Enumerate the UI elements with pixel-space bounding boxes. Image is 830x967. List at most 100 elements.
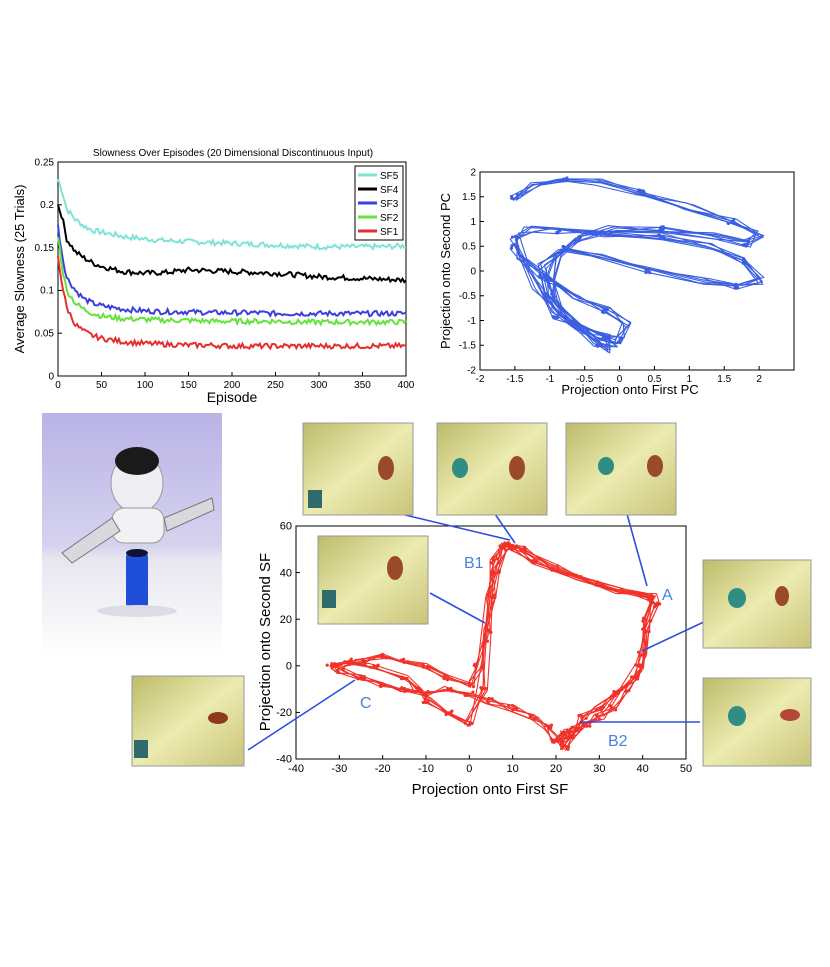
pca-point [735, 285, 739, 289]
sf-trajectory [332, 542, 658, 751]
chart3-ytick-label: -20 [276, 707, 292, 719]
sf-point [556, 564, 560, 568]
chart3-xtick-label: 20 [550, 763, 562, 775]
chart1-xtick-label: 300 [311, 380, 328, 391]
pca-point [596, 344, 600, 348]
sf-point [623, 591, 627, 595]
sf-point [601, 584, 606, 588]
chart2-xtick-label: -0.5 [576, 374, 594, 385]
sf-point [443, 673, 447, 677]
pca-projection-chart: -2 -1.5 -1 -0.5 0 0.5 1 1.5 2 -2 -1.5 -1 -0.5 0 0.5 1 1.… [438, 167, 795, 397]
sf-point [562, 743, 567, 747]
sf-point [513, 706, 517, 710]
sf-point [335, 668, 340, 672]
pca-point [726, 221, 730, 225]
chart1-xtick-label: 350 [354, 380, 371, 391]
chart2-ytick-label: -2 [467, 365, 476, 376]
pca-point [513, 235, 518, 239]
sf-point [633, 675, 638, 679]
sf-point [425, 665, 429, 669]
sf-point [555, 737, 559, 741]
sf-point [374, 666, 379, 670]
sf-point [485, 639, 490, 643]
robot-photo [42, 413, 222, 656]
sf-point [496, 561, 500, 565]
pca-point [644, 270, 648, 275]
sf-point [594, 713, 598, 717]
chart1-ytick-label: 0 [48, 371, 54, 382]
pca-point [747, 239, 751, 243]
sf-point [491, 557, 495, 561]
sf-point [497, 569, 501, 573]
sf-point [337, 662, 341, 667]
sf-point [474, 665, 478, 670]
slowness-chart: Slowness Over Episodes (20 Dimensional D… [12, 148, 415, 405]
sf-point [532, 716, 536, 721]
chart2-xlabel: Projection onto First PC [561, 382, 698, 397]
chart1-ytick-label: 0.15 [35, 243, 55, 254]
sf-point [595, 580, 600, 584]
sf-point [561, 731, 565, 735]
chart1-legend: SF5 SF4 SF3 SF2 SF1 [354, 165, 404, 241]
sf-point [485, 592, 490, 597]
snapshot-thumbnails [131, 422, 812, 767]
sf-point [646, 594, 650, 598]
sf-point [347, 659, 351, 664]
sf-point [594, 717, 598, 721]
chart1-ylabel: Average Slowness (25 Trials) [12, 185, 27, 354]
chart2-xtick-label: 0.5 [647, 374, 661, 385]
sf-point [549, 723, 554, 727]
chart3-ytick-label: 0 [286, 660, 292, 672]
chart3-xtick-label: -20 [375, 763, 391, 775]
chart2-xtick-label: 1.5 [717, 374, 731, 385]
chart1-xtick-label: 100 [137, 380, 154, 391]
chart2-ytick-label: 0 [470, 266, 476, 277]
chart1-ytick-label: 0.2 [40, 200, 54, 211]
sf-point [643, 618, 648, 622]
legend-label: SF4 [380, 185, 399, 196]
pca-point [575, 323, 579, 327]
sf-point [550, 738, 554, 742]
sf-point [655, 601, 660, 605]
sf-point [486, 701, 490, 705]
pca-point [550, 292, 554, 296]
sf-point [630, 675, 634, 679]
chart1-xtick-label: 250 [267, 380, 284, 391]
pca-point [658, 233, 662, 237]
sf-point [424, 700, 428, 705]
sf-point [550, 567, 554, 571]
pca-point [558, 228, 562, 232]
series-sf3 [57, 224, 407, 318]
sf-point [532, 558, 536, 562]
chart2-ytick-label: -1.5 [459, 341, 477, 352]
sf-point [566, 747, 570, 751]
chart3-ytick-label: 60 [280, 521, 292, 533]
pca-point [538, 274, 542, 278]
sf-point [510, 704, 515, 708]
chart1-ytick-label: 0.1 [40, 286, 54, 297]
chart2-xtick-label: -1.5 [506, 374, 524, 385]
chart2-ytick-label: 2 [470, 167, 476, 178]
chart3-ytick-label: 40 [280, 567, 292, 579]
chart2-ytick-label: 0.5 [462, 242, 476, 253]
chart2-ylabel: Projection onto Second PC [438, 193, 453, 349]
sf-point [325, 663, 329, 667]
chart2-xtick-label: -2 [476, 374, 485, 385]
legend-label: SF3 [380, 199, 399, 210]
sf-point [639, 653, 644, 657]
chart3-ytick-label: -40 [276, 754, 292, 766]
sf-point [484, 627, 488, 631]
chart3-xtick-label: -10 [418, 763, 434, 775]
pca-point [661, 236, 665, 241]
sf-point [640, 594, 644, 598]
sf-point [468, 682, 472, 686]
sf-point [446, 687, 450, 691]
sf-point [495, 557, 499, 561]
label-a: A [662, 587, 673, 604]
sf-point [531, 560, 535, 565]
sf-point [556, 568, 560, 572]
pca-point [546, 277, 550, 281]
sf-point [577, 714, 581, 718]
pca-point [555, 231, 559, 235]
sf-point [330, 662, 334, 666]
